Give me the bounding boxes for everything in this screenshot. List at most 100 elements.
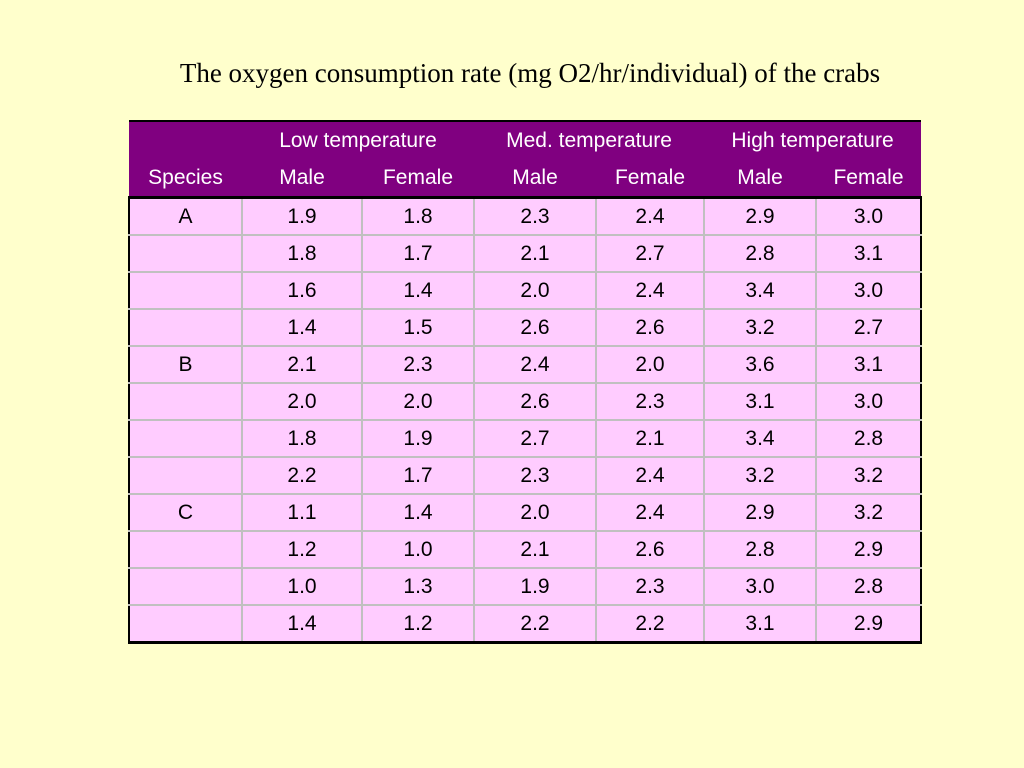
value-cell: 1.5 [361, 308, 475, 347]
value-cell: 2.1 [473, 530, 597, 569]
table-row: 1.4 1.2 2.2 2.2 3.1 2.9 [128, 604, 922, 644]
header-corner-cell [129, 120, 242, 159]
value-cell: 2.2 [595, 604, 705, 644]
value-cell: 2.7 [815, 308, 922, 347]
species-cell [128, 382, 243, 421]
value-cell: 1.8 [241, 234, 363, 273]
value-cell: 1.9 [241, 196, 363, 236]
table-row: 2.2 1.7 2.3 2.4 3.2 3.2 [128, 456, 922, 495]
table-row: B 2.1 2.3 2.4 2.0 3.6 3.1 [128, 345, 922, 384]
value-cell: 2.4 [595, 271, 705, 310]
species-cell: C [128, 493, 243, 532]
table-row: 1.0 1.3 1.9 2.3 3.0 2.8 [128, 567, 922, 606]
value-cell: 3.1 [703, 382, 817, 421]
value-cell: 3.0 [703, 567, 817, 606]
high-female-header: Female [816, 159, 921, 199]
sex-header-row: Species Male Female Male Female Male Fem… [129, 159, 921, 199]
low-temperature-header: Low temperature [242, 120, 474, 159]
value-cell: 2.2 [473, 604, 597, 644]
value-cell: 2.4 [595, 456, 705, 495]
table-body: A 1.9 1.8 2.3 2.4 2.9 3.0 1.8 1.7 2.1 2.7 2.8 3.1 1.6… [128, 196, 922, 644]
value-cell: 2.4 [473, 345, 597, 384]
value-cell: 3.2 [815, 493, 922, 532]
species-cell [128, 604, 243, 644]
value-cell: 1.0 [361, 530, 475, 569]
value-cell: 3.1 [815, 345, 922, 384]
table-row: 1.4 1.5 2.6 2.6 3.2 2.7 [128, 308, 922, 347]
value-cell: 2.6 [473, 308, 597, 347]
value-cell: 1.2 [241, 530, 363, 569]
value-cell: 2.3 [473, 456, 597, 495]
value-cell: 3.2 [815, 456, 922, 495]
value-cell: 1.4 [241, 308, 363, 347]
value-cell: 1.0 [241, 567, 363, 606]
value-cell: 2.7 [473, 419, 597, 458]
low-male-header: Male [242, 159, 362, 199]
value-cell: 1.4 [361, 271, 475, 310]
value-cell: 2.0 [473, 493, 597, 532]
species-cell [128, 567, 243, 606]
value-cell: 1.6 [241, 271, 363, 310]
value-cell: 2.4 [595, 493, 705, 532]
value-cell: 3.4 [703, 271, 817, 310]
value-cell: 2.0 [595, 345, 705, 384]
value-cell: 1.3 [361, 567, 475, 606]
oxygen-consumption-table: Low temperature Med. temperature High te… [128, 120, 922, 644]
high-male-header: Male [704, 159, 816, 199]
value-cell: 3.0 [815, 382, 922, 421]
table-row: 1.2 1.0 2.1 2.6 2.8 2.9 [128, 530, 922, 569]
temperature-header-row: Low temperature Med. temperature High te… [129, 120, 921, 159]
species-cell: A [128, 196, 243, 236]
value-cell: 2.8 [815, 419, 922, 458]
value-cell: 3.1 [815, 234, 922, 273]
species-cell [128, 271, 243, 310]
med-male-header: Male [474, 159, 596, 199]
value-cell: 1.4 [361, 493, 475, 532]
value-cell: 2.1 [595, 419, 705, 458]
value-cell: 3.1 [703, 604, 817, 644]
value-cell: 2.8 [703, 234, 817, 273]
value-cell: 2.9 [815, 530, 922, 569]
value-cell: 3.0 [815, 196, 922, 236]
value-cell: 3.2 [703, 456, 817, 495]
species-cell [128, 419, 243, 458]
table-row: 2.0 2.0 2.6 2.3 3.1 3.0 [128, 382, 922, 421]
value-cell: 2.7 [595, 234, 705, 273]
value-cell: 2.3 [361, 345, 475, 384]
value-cell: 2.6 [473, 382, 597, 421]
value-cell: 2.3 [595, 567, 705, 606]
med-female-header: Female [596, 159, 704, 199]
value-cell: 3.0 [815, 271, 922, 310]
value-cell: 2.9 [703, 196, 817, 236]
value-cell: 2.6 [595, 308, 705, 347]
value-cell: 2.1 [241, 345, 363, 384]
high-temperature-header: High temperature [704, 120, 921, 159]
value-cell: 2.3 [595, 382, 705, 421]
med-temperature-header: Med. temperature [474, 120, 704, 159]
value-cell: 3.6 [703, 345, 817, 384]
value-cell: 2.9 [815, 604, 922, 644]
low-female-header: Female [362, 159, 474, 199]
table-row: 1.8 1.9 2.7 2.1 3.4 2.8 [128, 419, 922, 458]
value-cell: 1.7 [361, 234, 475, 273]
value-cell: 1.9 [361, 419, 475, 458]
value-cell: 1.7 [361, 456, 475, 495]
species-cell [128, 456, 243, 495]
species-cell: B [128, 345, 243, 384]
value-cell: 1.4 [241, 604, 363, 644]
value-cell: 1.9 [473, 567, 597, 606]
slide-title: The oxygen consumption rate (mg O2/hr/in… [179, 58, 881, 88]
value-cell: 2.8 [703, 530, 817, 569]
value-cell: 2.4 [595, 196, 705, 236]
table-row: A 1.9 1.8 2.3 2.4 2.9 3.0 [128, 196, 922, 236]
value-cell: 2.1 [473, 234, 597, 273]
value-cell: 1.8 [241, 419, 363, 458]
species-cell [128, 308, 243, 347]
value-cell: 3.4 [703, 419, 817, 458]
species-cell [128, 234, 243, 273]
species-cell [128, 530, 243, 569]
table-row: 1.6 1.4 2.0 2.4 3.4 3.0 [128, 271, 922, 310]
species-header: Species [129, 159, 242, 199]
table-row: 1.8 1.7 2.1 2.7 2.8 3.1 [128, 234, 922, 273]
value-cell: 1.2 [361, 604, 475, 644]
